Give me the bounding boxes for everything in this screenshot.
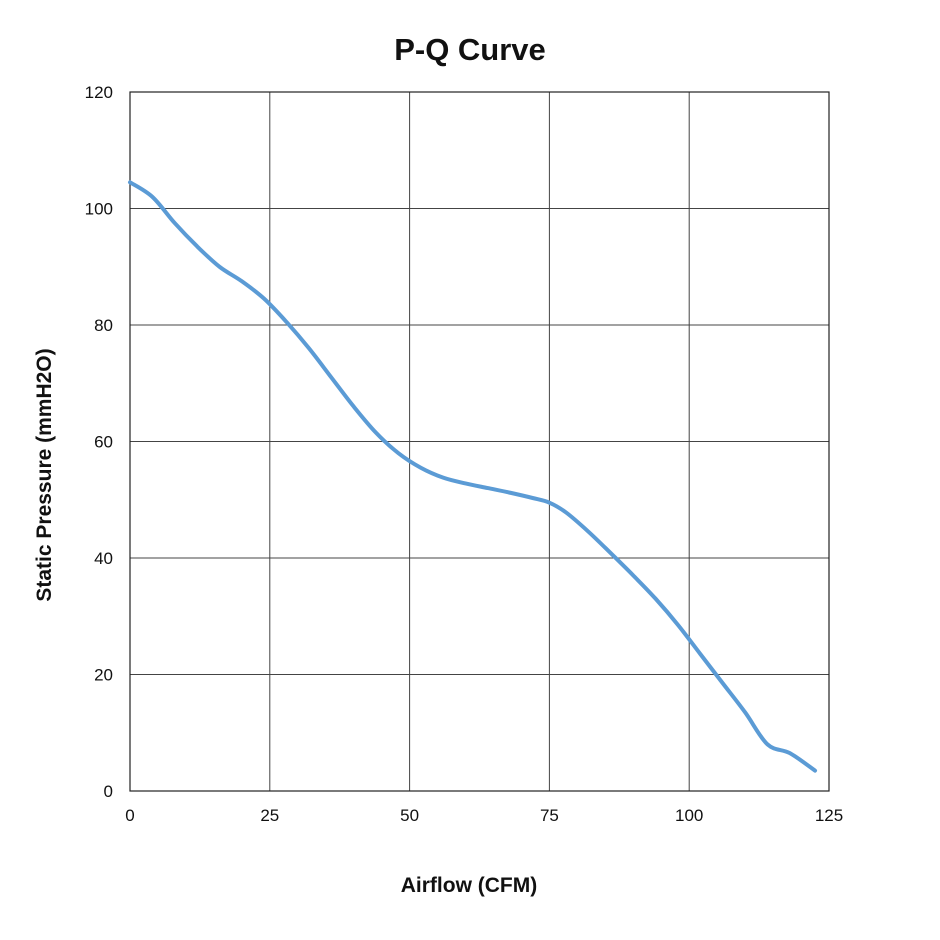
y-tick-label: 40 bbox=[94, 549, 113, 568]
y-tick-label: 0 bbox=[104, 782, 113, 801]
y-axis-label: Static Pressure (mmH2O) bbox=[33, 348, 56, 601]
series-layer bbox=[128, 180, 818, 773]
y-tick-label: 100 bbox=[85, 200, 113, 219]
x-axis-label: Airflow (CFM) bbox=[401, 874, 537, 897]
y-tick-labels: 0 20 40 60 80 100 120 bbox=[85, 83, 113, 801]
x-tick-label: 25 bbox=[260, 806, 279, 825]
y-tick-label: 60 bbox=[94, 433, 113, 452]
x-tick-label: 125 bbox=[815, 806, 843, 825]
chart-title: P-Q Curve bbox=[394, 32, 546, 67]
y-tick-label: 20 bbox=[94, 666, 113, 685]
x-tick-label: 0 bbox=[125, 806, 134, 825]
y-tick-label: 80 bbox=[94, 316, 113, 335]
x-tick-label: 50 bbox=[400, 806, 419, 825]
x-tick-label: 100 bbox=[675, 806, 703, 825]
x-tick-labels: 0 25 50 75 100 125 bbox=[125, 806, 843, 825]
y-tick-label: 120 bbox=[85, 83, 113, 102]
x-tick-label: 75 bbox=[540, 806, 559, 825]
grid bbox=[130, 92, 829, 791]
series-line-0 bbox=[128, 180, 818, 773]
plot-frame bbox=[129, 91, 830, 792]
